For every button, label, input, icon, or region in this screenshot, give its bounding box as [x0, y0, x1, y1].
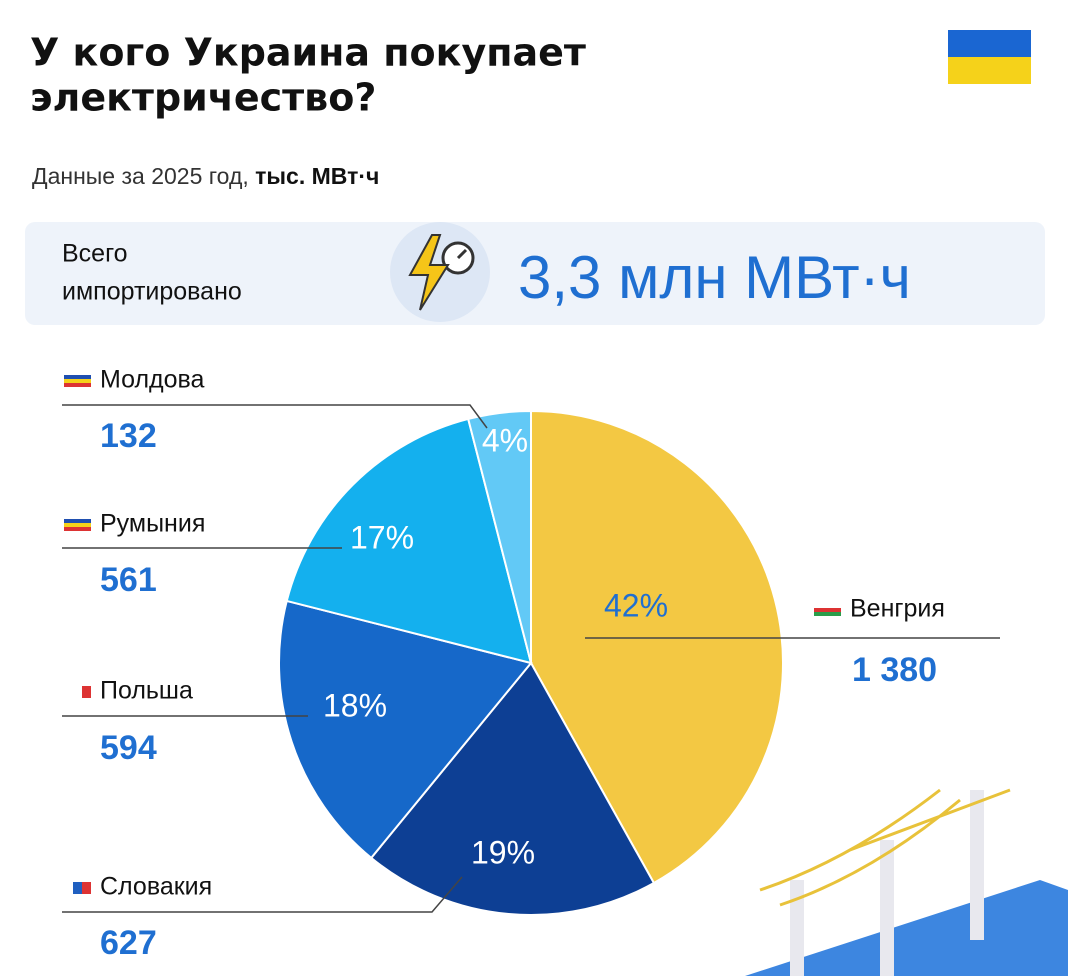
flag-stripe	[814, 612, 841, 616]
country-name: Польша	[100, 677, 193, 705]
power-lines	[745, 788, 1068, 976]
labels: 42% Венгрия 1 380 19% Словакия 627 18% Польша 59…	[64, 366, 945, 962]
flag-stripe	[64, 375, 91, 379]
subtitle-text: Данные за 2025 год,	[32, 163, 249, 189]
power-icon	[390, 222, 490, 322]
country-name: Словакия	[100, 873, 212, 901]
flag-stripe	[64, 686, 73, 698]
total-box	[25, 222, 1045, 325]
amount: 594	[100, 729, 157, 767]
leaders	[62, 404, 1000, 913]
flag-stripe	[82, 882, 91, 894]
flag-stripe	[64, 527, 91, 531]
pie-slice	[369, 661, 656, 916]
country-name: Венгрия	[850, 595, 945, 623]
flag-stripe	[73, 882, 82, 894]
percent-label: 42%	[604, 587, 668, 623]
pie-slice	[467, 409, 532, 664]
amount: 627	[100, 924, 157, 962]
flag-stripe	[64, 523, 91, 527]
title-line: электричество?	[30, 76, 376, 120]
unit: тыс. МВт·ч	[255, 163, 379, 189]
flag-stripe	[64, 383, 91, 387]
flag-stripe	[73, 686, 82, 698]
percent-label: 4%	[482, 422, 528, 458]
percent-label: 17%	[350, 519, 414, 555]
total-label: импортировано	[62, 278, 242, 306]
flag-stripe	[64, 519, 91, 523]
country-name: Молдова	[100, 366, 205, 394]
amount: 561	[100, 561, 157, 599]
pie-slice	[530, 409, 784, 885]
percent-label: 18%	[323, 687, 387, 723]
flag-stripe	[64, 379, 91, 383]
total-label: Всего	[62, 240, 128, 268]
flag-stripe	[64, 882, 73, 894]
country-name: Румыния	[100, 510, 205, 538]
title-line: У кого Украина покупает	[30, 31, 586, 75]
flag-stripe	[814, 608, 841, 612]
pie-slice	[278, 599, 533, 860]
subtitle: Данные за 2025 год, тыс. МВт·ч	[32, 163, 379, 189]
pie	[278, 409, 784, 916]
percent-label: 19%	[471, 834, 535, 870]
amount: 1 380	[852, 651, 937, 689]
flag-stripe	[814, 604, 841, 608]
amount: 132	[100, 417, 157, 455]
ukraine-flag	[948, 30, 1031, 84]
flag-stripe	[82, 686, 91, 698]
total-value: 3,3 млн МВт·ч	[518, 244, 911, 311]
pie-slice	[285, 417, 533, 665]
